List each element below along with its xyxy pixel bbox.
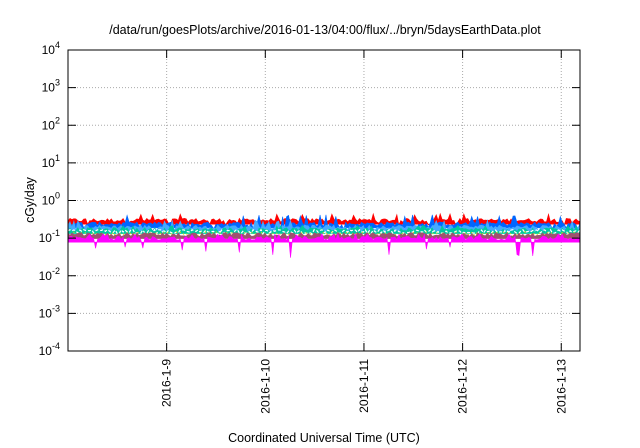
- x-tick-label: 2016-1-12: [456, 359, 470, 414]
- chart-title: /data/run/goesPlots/archive/2016-01-13/0…: [109, 23, 541, 37]
- series-white-dashed: [67, 228, 581, 236]
- grid: [68, 50, 580, 351]
- y-tick-label: 10-3: [39, 303, 60, 320]
- x-tick-label: 2016-1-11: [357, 359, 371, 413]
- y-tick-label: 101: [42, 153, 60, 170]
- x-tick-label: 2016-1-9: [160, 359, 174, 407]
- axes: 10-4 10-3 10-2 10-1 100 101 102 103 104 2016-1-9 2…: [39, 40, 580, 414]
- y-tick-label: 102: [42, 115, 60, 132]
- y-tick-label: 10-2: [39, 266, 60, 283]
- y-tick-label: 103: [42, 78, 60, 95]
- y-axis-label: cGy/day: [23, 176, 37, 223]
- y-tick-label: 10-4: [39, 341, 60, 358]
- x-tick-label: 2016-1-13: [554, 359, 568, 414]
- x-tick-label: 2016-1-10: [258, 359, 272, 414]
- x-axis-label: Coordinated Universal Time (UTC): [228, 431, 420, 445]
- series-group: [67, 212, 581, 258]
- y-tick-label: 104: [42, 40, 60, 57]
- series-magenta: [67, 233, 581, 258]
- y-tick-label: 100: [42, 191, 60, 208]
- y-tick-label: 10-1: [39, 228, 60, 245]
